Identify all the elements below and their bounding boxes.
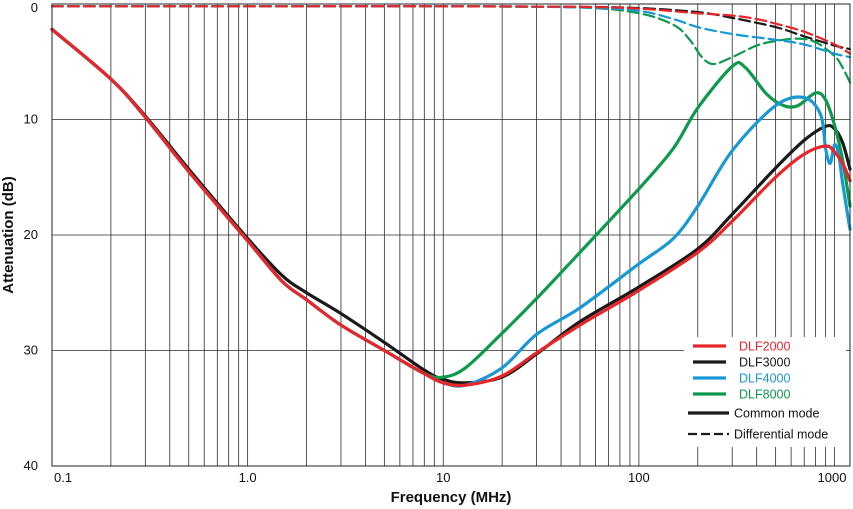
x-tick-label: 1.0 [239, 470, 257, 485]
y-tick-label: 20 [24, 227, 38, 242]
dlf4000-differential-line [50, 5, 852, 59]
plot-frame [51, 3, 851, 467]
legend: DLF2000 DLF3000 DLF4000 DLF8000 Common mode D… [684, 337, 846, 447]
x-tick-label: 0.1 [54, 470, 72, 485]
dlf2000-differential-line [50, 5, 852, 55]
legend-label-dlf8000: DLF8000 [739, 388, 790, 402]
dlf3000-common-line [50, 27, 852, 385]
legend-background [684, 337, 846, 447]
x-tick-label: 1000 [818, 470, 847, 485]
legend-label-common-mode: Common mode [734, 407, 819, 421]
legend-label-dlf2000: DLF2000 [739, 340, 790, 354]
y-tick-label: 30 [24, 343, 38, 358]
dlf8000-common-line [50, 27, 852, 380]
x-axis-label: Frequency (MHz) [391, 489, 512, 506]
y-tick-label: 10 [24, 112, 38, 127]
y-tick-label: 0 [31, 0, 38, 15]
axis-ticks: 0.1 1.0 10 100 1000 0 10 20 30 40 [24, 0, 847, 485]
y-tick-label: 40 [24, 458, 38, 473]
dlf3000-differential-line [50, 5, 852, 51]
x-tick-label: 100 [628, 470, 650, 485]
dlf4000-common-line [50, 27, 852, 388]
y-axis-label: Attenuation (dB) [0, 176, 17, 293]
legend-label-dlf3000: DLF3000 [739, 356, 790, 370]
legend-label-differential-mode: Differential mode [734, 428, 828, 442]
dlf2000-common-line [50, 27, 852, 388]
x-tick-label: 10 [436, 470, 450, 485]
legend-label-dlf4000: DLF4000 [739, 372, 790, 386]
plot-lines [50, 5, 852, 388]
